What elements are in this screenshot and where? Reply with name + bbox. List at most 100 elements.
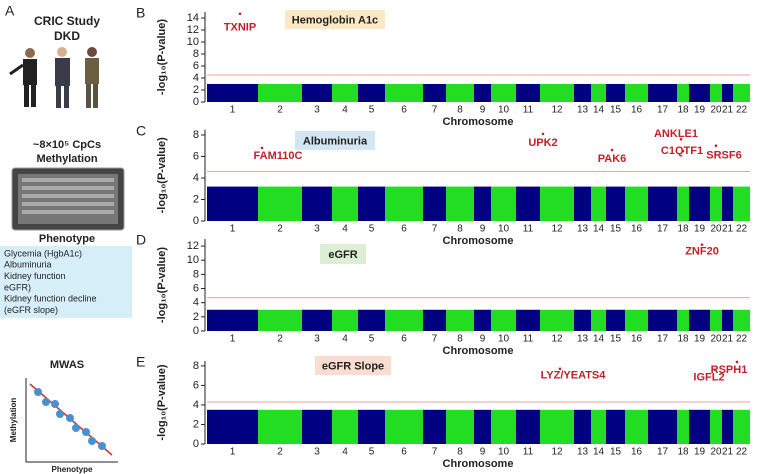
- chromosome-block: [625, 409, 648, 444]
- title-box: [285, 10, 385, 29]
- phenotype-item: (eGFR slope): [4, 305, 58, 315]
- chromosome-block: [385, 186, 423, 221]
- y-tick-label: 4: [193, 399, 199, 411]
- hit-label: PAK6: [598, 153, 627, 165]
- hit-point: [541, 132, 545, 136]
- chromosome-block: [689, 409, 710, 444]
- phenotype-item: Kidney function: [4, 271, 66, 281]
- hit-label: ANKLE1: [654, 128, 698, 140]
- x-tick-label: 13: [577, 224, 589, 235]
- chromosome-block: [302, 409, 332, 444]
- x-tick-label: 9: [480, 334, 486, 345]
- chromosome-block: [302, 84, 332, 102]
- x-tick-label: 1: [230, 224, 236, 235]
- x-tick-label: 17: [657, 105, 669, 116]
- hit-label: FAM110C: [254, 150, 303, 162]
- x-tick-label: 10: [498, 334, 510, 345]
- hit-point: [713, 368, 717, 372]
- x-tick-label: 13: [577, 447, 589, 458]
- chromosome-block: [516, 186, 540, 221]
- hit-label: SRSF6: [706, 150, 741, 162]
- hit-point: [681, 149, 685, 153]
- y-tick-label: 2: [193, 84, 199, 96]
- panel-letter: A: [5, 3, 15, 19]
- x-tick-label: 4: [342, 334, 348, 345]
- x-tick-label: 8: [457, 447, 463, 458]
- x-tick-label: 18: [677, 447, 689, 458]
- y-tick-label: 14: [187, 12, 199, 24]
- manhattan-panel: B1 2 3 4 5 6 7 8 9 10 11 12 13 14 15 16 17 18 19 20 21 220246…: [136, 5, 750, 128]
- mwas-x-label: Phenotype: [52, 465, 93, 474]
- y-tick-label: 10: [187, 254, 199, 266]
- chromosome-block: [722, 309, 733, 331]
- x-tick-label: 14: [593, 447, 605, 458]
- panel-title: eGFR Slope: [322, 360, 384, 372]
- chromosome-block: [332, 309, 358, 331]
- title-box: [320, 244, 366, 264]
- chromosome-block: [710, 409, 722, 444]
- y-axis-label: -log₁₀(P-value): [156, 137, 168, 213]
- x-tick-label: 8: [457, 105, 463, 116]
- x-tick-label: 4: [342, 224, 348, 235]
- panel-title: Albuminuria: [303, 135, 368, 147]
- y-tick-label: 0: [193, 215, 199, 227]
- x-tick-label: 9: [480, 224, 486, 235]
- chromosome-block: [540, 309, 574, 331]
- chromosome-block: [648, 409, 677, 444]
- chromosome-block: [710, 84, 722, 102]
- chromosome-block: [677, 309, 689, 331]
- x-axis-label: Chromosome: [443, 116, 514, 128]
- x-tick-label: 21: [722, 334, 734, 345]
- x-tick-label: 9: [480, 447, 486, 458]
- hit-point: [558, 367, 562, 371]
- x-tick-label: 8: [457, 334, 463, 345]
- x-axis-label: Chromosome: [443, 458, 514, 470]
- x-tick-label: 3: [314, 334, 320, 345]
- chromosome-block: [733, 309, 750, 331]
- x-tick-label: 12: [551, 224, 563, 235]
- chromosome-block: [733, 84, 750, 102]
- x-tick-label: 5: [369, 334, 375, 345]
- phenotype-item: Albuminuria: [4, 260, 52, 270]
- chromosome-block: [606, 409, 625, 444]
- chromosome-block: [516, 409, 540, 444]
- chromosome-block: [516, 84, 540, 102]
- chromosome-block: [677, 84, 689, 102]
- chromosome-block: [574, 309, 591, 331]
- y-tick-label: 2: [193, 193, 199, 205]
- chromosome-block: [446, 409, 474, 444]
- y-axis-label: -log₁₀(P-value): [156, 364, 168, 440]
- chromosome-block: [358, 309, 385, 331]
- x-tick-label: 11: [523, 334, 534, 345]
- x-tick-label: 22: [736, 447, 748, 458]
- chromosome-block: [606, 84, 625, 102]
- chromosome-block: [423, 84, 446, 102]
- panel-title: Hemoglobin A1c: [292, 14, 378, 26]
- array: ~8×10⁵ CpCs: [33, 139, 101, 151]
- x-tick-label: 15: [610, 447, 622, 458]
- x-tick-label: 22: [736, 224, 748, 235]
- x-tick-label: 20: [710, 224, 722, 235]
- x-tick-label: 19: [694, 105, 706, 116]
- x-tick-label: 21: [722, 447, 734, 458]
- x-tick-label: 1: [230, 105, 236, 116]
- chromosome-block: [207, 186, 258, 221]
- hit-label: UPK2: [528, 137, 557, 149]
- x-tick-label: 6: [401, 447, 407, 458]
- y-tick-label: 10: [187, 36, 199, 48]
- chromosome-block: [606, 309, 625, 331]
- y-tick-label: 12: [187, 24, 199, 36]
- chromosome-block: [591, 309, 606, 331]
- x-tick-label: 10: [498, 224, 510, 235]
- manhattan-panel: E1 2 3 4 5 6 7 8 9 10 11 12 13 14 15 16 17 18 19 20 21 220246…: [136, 354, 750, 470]
- chromosome-block: [358, 84, 385, 102]
- x-tick-label: 17: [657, 224, 669, 235]
- y-tick-label: 4: [193, 172, 199, 184]
- chromosome-block: [591, 84, 606, 102]
- hit-label: IGFL2: [693, 372, 724, 384]
- chromosome-block: [591, 409, 606, 444]
- chromosome-block: [689, 309, 710, 331]
- x-tick-label: 18: [677, 105, 689, 116]
